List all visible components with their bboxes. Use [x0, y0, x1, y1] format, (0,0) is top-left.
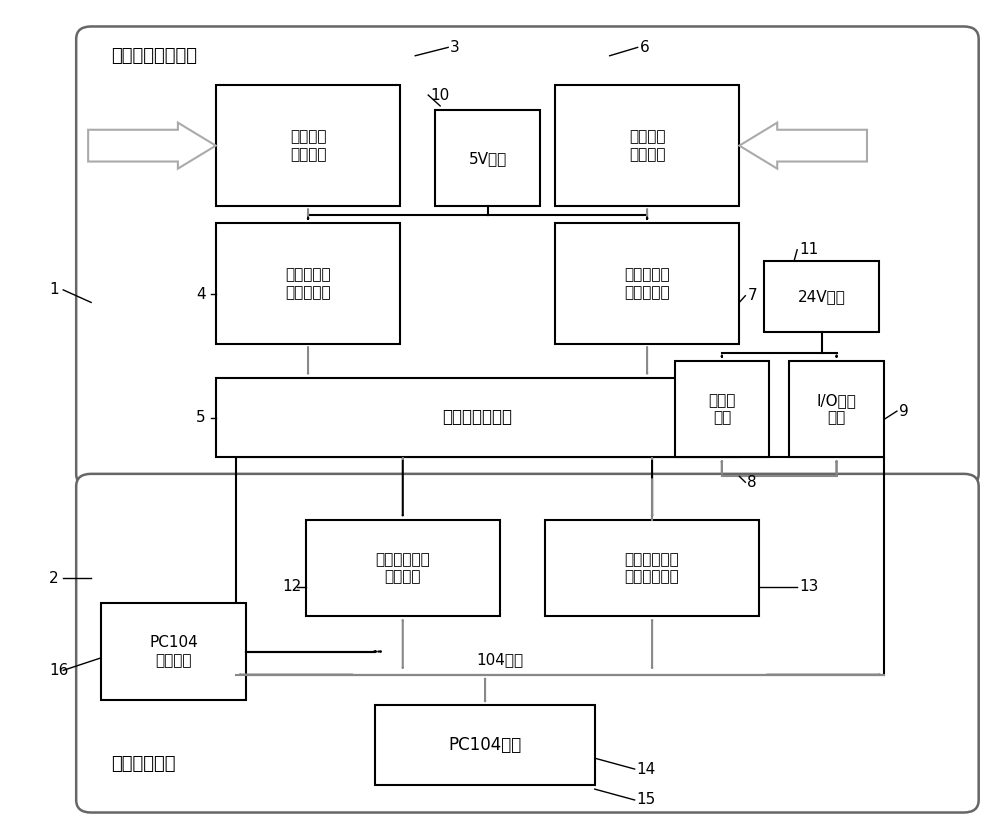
- Text: 9: 9: [899, 404, 909, 419]
- Text: 1: 1: [49, 283, 59, 297]
- Text: 等效器高压
输入级电路: 等效器高压 输入级电路: [624, 268, 670, 300]
- Text: 高压时序
输入端子: 高压时序 输入端子: [629, 129, 665, 162]
- FancyBboxPatch shape: [216, 223, 400, 344]
- FancyBboxPatch shape: [76, 474, 979, 812]
- Text: 3: 3: [450, 40, 460, 55]
- Text: 16: 16: [49, 663, 69, 678]
- Text: 等效器低压
输入级电路: 等效器低压 输入级电路: [285, 268, 331, 300]
- Text: 5: 5: [196, 410, 205, 425]
- Text: 6: 6: [640, 40, 649, 55]
- FancyBboxPatch shape: [545, 520, 759, 616]
- Text: 15: 15: [637, 793, 656, 807]
- Text: 高低压切换电路: 高低压切换电路: [443, 409, 513, 426]
- Text: 2: 2: [49, 571, 59, 586]
- Text: PC104
主机电源: PC104 主机电源: [149, 635, 198, 668]
- Text: 12: 12: [283, 579, 302, 594]
- FancyBboxPatch shape: [216, 85, 400, 206]
- Text: 低压时序
输入端子: 低压时序 输入端子: [290, 129, 326, 162]
- Text: 高低脉宽时序
测量电路: 高低脉宽时序 测量电路: [375, 552, 430, 584]
- FancyBboxPatch shape: [764, 261, 879, 331]
- Polygon shape: [739, 122, 867, 169]
- Text: 脉宽测试系统: 脉宽测试系统: [111, 755, 176, 773]
- FancyBboxPatch shape: [306, 520, 500, 616]
- Text: 5V电源: 5V电源: [468, 151, 507, 165]
- Text: 11: 11: [799, 242, 818, 258]
- Text: 7: 7: [747, 289, 757, 303]
- Text: 状态指
示灯: 状态指 示灯: [708, 393, 736, 425]
- FancyBboxPatch shape: [555, 85, 739, 206]
- Text: 10: 10: [430, 87, 449, 102]
- FancyBboxPatch shape: [76, 27, 979, 487]
- Text: 输入级预处理电路: 输入级预处理电路: [111, 47, 197, 65]
- FancyBboxPatch shape: [435, 110, 540, 206]
- FancyBboxPatch shape: [789, 361, 884, 457]
- Text: 104总线: 104总线: [476, 652, 524, 667]
- FancyBboxPatch shape: [216, 378, 739, 457]
- Polygon shape: [88, 122, 216, 169]
- Text: 4: 4: [196, 287, 205, 301]
- Text: 14: 14: [637, 762, 656, 777]
- Text: 13: 13: [799, 579, 819, 594]
- Text: 24V电源: 24V电源: [798, 289, 846, 304]
- Text: 光电隔离数字
输入输出模块: 光电隔离数字 输入输出模块: [625, 552, 679, 584]
- FancyBboxPatch shape: [375, 706, 595, 785]
- Text: PC104主机: PC104主机: [448, 736, 522, 754]
- FancyBboxPatch shape: [675, 361, 769, 457]
- FancyBboxPatch shape: [101, 603, 246, 700]
- Text: 8: 8: [747, 475, 757, 490]
- Text: I/O控制
电路: I/O控制 电路: [817, 393, 856, 425]
- FancyBboxPatch shape: [555, 223, 739, 344]
